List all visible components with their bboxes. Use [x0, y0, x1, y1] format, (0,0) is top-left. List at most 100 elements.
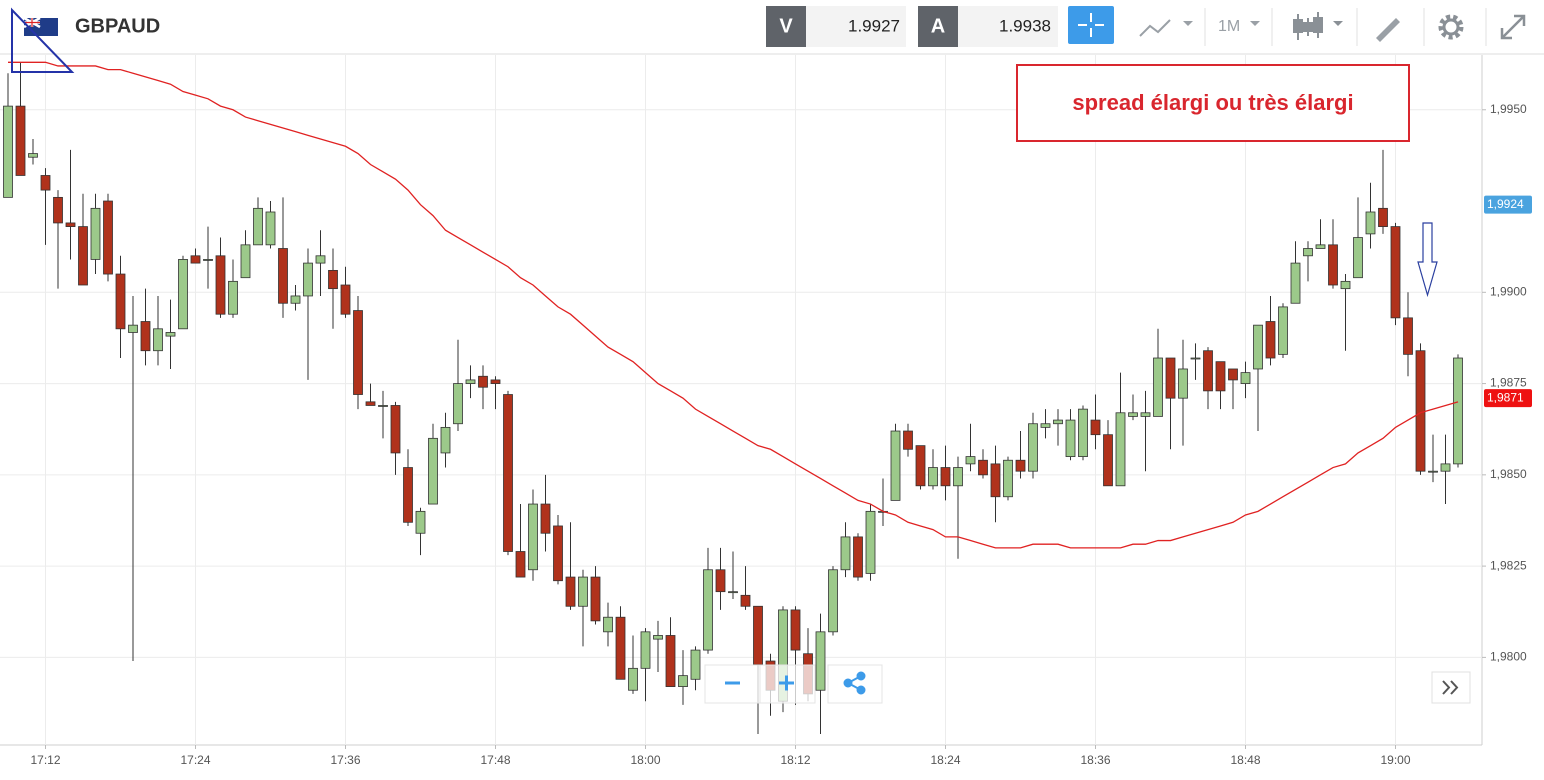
candle-body [53, 196, 63, 224]
candle-body [703, 569, 713, 651]
candle-body [840, 536, 851, 571]
candle-body [115, 273, 126, 330]
candle-body [578, 576, 588, 607]
fullscreen-button[interactable] [1500, 14, 1526, 40]
y-tick-label: 1,9875 [1490, 376, 1527, 390]
scroll-end-icon [1442, 680, 1459, 695]
candle-body [940, 467, 951, 487]
candle-body [428, 437, 438, 505]
candle-body [1028, 423, 1038, 472]
candle-body [628, 667, 638, 691]
candle-body [415, 510, 426, 534]
candle-body [203, 259, 213, 261]
candle-body [1265, 321, 1276, 359]
candle-body [265, 211, 276, 246]
bid-label: V [779, 15, 793, 37]
candle-body [828, 569, 838, 633]
candle-body [1328, 244, 1338, 286]
candle-body [640, 631, 651, 669]
candle-body [753, 605, 763, 666]
scroll-end-button[interactable] [1431, 671, 1471, 704]
candle-body [478, 375, 488, 388]
candle-body [678, 675, 688, 687]
candle-body [178, 259, 188, 330]
candle-body [290, 295, 301, 304]
price-label-box [1484, 389, 1532, 408]
candle-body [365, 401, 376, 406]
x-tick-label: 17:48 [480, 753, 510, 767]
candle-body [378, 405, 388, 407]
candle-body [240, 244, 251, 279]
candle-body [540, 503, 551, 534]
candle-body [1078, 408, 1088, 457]
crosshair-button[interactable] [1068, 6, 1114, 44]
candle-body [1378, 207, 1388, 227]
candle-body [3, 105, 13, 198]
candle-body [153, 328, 163, 352]
ask-label: A [931, 15, 945, 37]
candle-body [1128, 412, 1138, 417]
candle-body [190, 255, 201, 264]
candle-body [590, 576, 601, 622]
timeframe[interactable]: 1M [1218, 18, 1240, 35]
y-tick-label: 1,9950 [1490, 102, 1527, 116]
candle-body [215, 255, 226, 315]
candle-body [1340, 280, 1351, 290]
candle-body [1140, 412, 1151, 417]
y-tick-label: 1,9900 [1490, 284, 1527, 298]
x-tick-label: 17:36 [330, 753, 360, 767]
ask-box[interactable] [958, 6, 1058, 47]
candle-body [1278, 306, 1288, 355]
candle-body [1415, 350, 1426, 472]
candle-body [603, 616, 613, 633]
y-tick-label: 1,9800 [1490, 650, 1527, 664]
share-button[interactable] [827, 664, 883, 704]
candle-body [1440, 463, 1451, 472]
symbol: GBPAUD [75, 15, 160, 37]
candle-body [28, 153, 38, 158]
candle-body [303, 262, 313, 297]
candle-button[interactable] [1293, 12, 1343, 40]
candle-body [815, 631, 826, 691]
candle-body [990, 463, 1001, 498]
candle-body [90, 207, 101, 260]
candle-body [528, 503, 538, 571]
candle-body [903, 430, 913, 450]
candle-body [340, 284, 351, 315]
triangle-marker [11, 7, 75, 73]
bid-box[interactable] [806, 6, 906, 47]
candle-body [1303, 248, 1313, 257]
ask-badge[interactable] [918, 6, 958, 47]
chart-type-button[interactable] [1139, 19, 1193, 37]
settings-button[interactable] [1438, 14, 1464, 40]
candle-body [965, 456, 976, 465]
candle-body [165, 332, 176, 337]
bid-badge[interactable] [766, 6, 806, 47]
candle-body [953, 467, 963, 487]
candle-body [690, 649, 701, 680]
zoom-in-icon [779, 675, 794, 691]
annotation-box [1016, 64, 1410, 142]
candle-body [140, 321, 151, 352]
candle-body [1353, 237, 1363, 279]
share-icon [843, 671, 866, 695]
candle-body [565, 576, 576, 607]
candle-body [1390, 226, 1401, 319]
x-tick-label: 19:00 [1380, 753, 1410, 767]
x-tick-label: 18:36 [1080, 753, 1110, 767]
candle-body [403, 467, 413, 523]
candle-body [503, 394, 513, 552]
candle-body [915, 445, 926, 487]
candle-body [1290, 262, 1301, 304]
candle-body [15, 105, 26, 176]
draw-button[interactable] [1376, 18, 1400, 42]
candle-body [1053, 419, 1063, 425]
candle-body [1003, 459, 1013, 498]
candle-body [553, 525, 563, 582]
price-label: 1,9924 [1487, 197, 1524, 211]
candle-body [465, 379, 476, 384]
x-tick-label: 17:12 [30, 753, 60, 767]
x-tick-label: 18:00 [630, 753, 660, 767]
candle-body [1315, 244, 1326, 249]
